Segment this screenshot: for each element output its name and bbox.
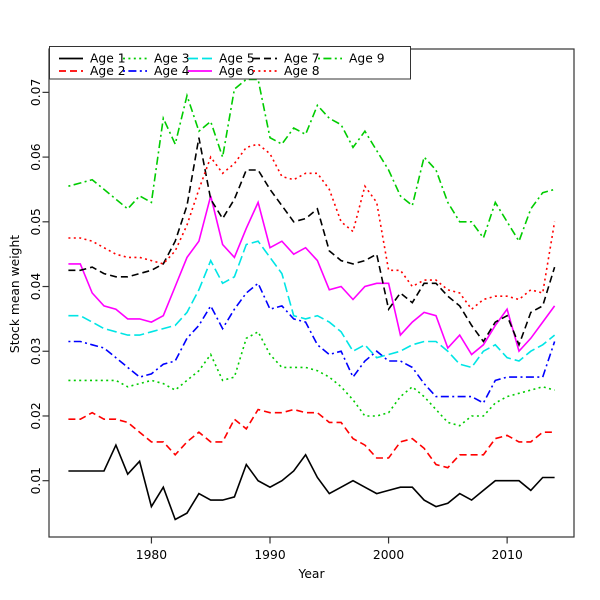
legend-label-age-3: Age 3 bbox=[154, 52, 190, 66]
series-line-age-8 bbox=[68, 143, 556, 311]
series-line-age-7 bbox=[68, 137, 556, 348]
x-tick-label: 2000 bbox=[373, 548, 404, 562]
y-tick-label: 0.07 bbox=[29, 79, 43, 106]
series-line-age-2 bbox=[68, 408, 555, 469]
y-axis-title: Stock mean weight bbox=[8, 234, 22, 354]
series-line-age-1 bbox=[68, 443, 555, 521]
series-line-age-5 bbox=[68, 240, 556, 369]
y-tick-label: 0.06 bbox=[29, 143, 43, 171]
y-tick-label: 0.02 bbox=[29, 402, 43, 429]
series-line-age-3 bbox=[68, 330, 555, 427]
legend-label-age-5: Age 5 bbox=[219, 52, 255, 66]
x-tick-label: 2010 bbox=[491, 548, 522, 562]
plot-frame bbox=[48, 48, 575, 538]
legend-label-age-4: Age 4 bbox=[154, 64, 190, 78]
legend-box bbox=[49, 46, 411, 80]
y-tick-label: 0.01 bbox=[29, 467, 43, 494]
legend-label-age-8: Age 8 bbox=[284, 64, 320, 78]
x-tick-label: 1990 bbox=[254, 548, 285, 562]
legend-label-age-9: Age 9 bbox=[349, 52, 385, 66]
series-line-age-6 bbox=[68, 195, 556, 356]
y-tick-label: 0.05 bbox=[29, 208, 43, 235]
series-line-age-4 bbox=[68, 282, 556, 405]
y-tick-label: 0.03 bbox=[29, 338, 43, 365]
legend-label-age-1: Age 1 bbox=[90, 52, 126, 66]
legend-label-age-6: Age 6 bbox=[219, 64, 255, 78]
x-tick-label: 1980 bbox=[136, 548, 167, 562]
legend-label-age-7: Age 7 bbox=[284, 52, 320, 66]
series-line-age-9 bbox=[68, 78, 555, 244]
x-axis-title: Year bbox=[298, 567, 325, 581]
legend-label-age-2: Age 2 bbox=[90, 64, 126, 78]
y-tick-label: 0.04 bbox=[29, 273, 43, 301]
